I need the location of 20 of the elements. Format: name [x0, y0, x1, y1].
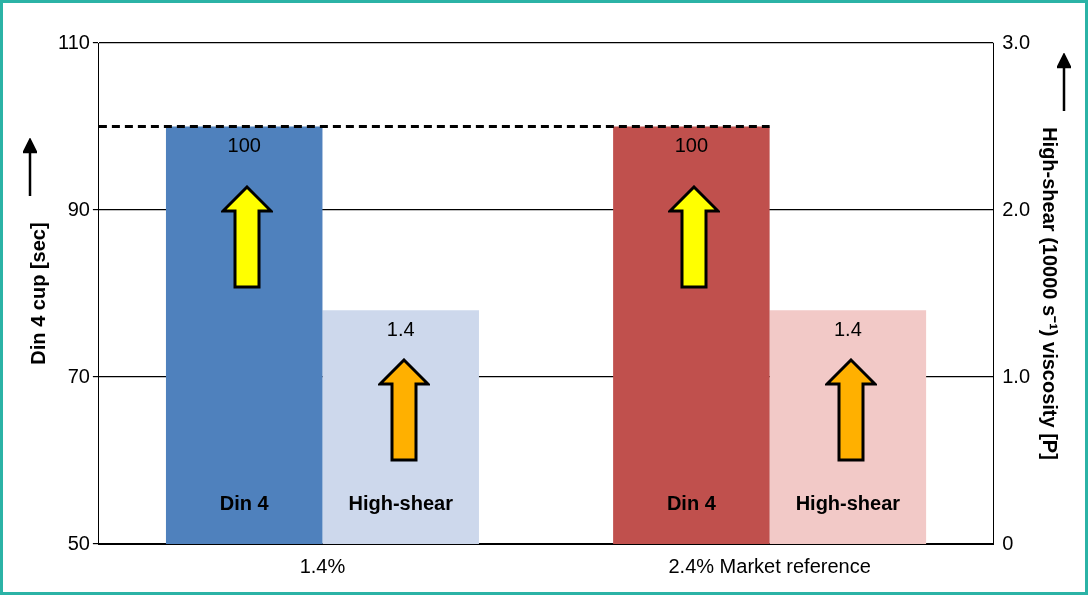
- x-tick-label: 1.4%: [299, 554, 346, 577]
- data-label: 1.4: [386, 317, 415, 340]
- data-label: 100: [227, 134, 261, 157]
- data-label: 100: [674, 134, 709, 157]
- x-tick-label: 2.4% Market reference: [668, 554, 871, 577]
- y-tick-label: 70: [67, 364, 90, 387]
- y2-tick-label: 0: [1002, 531, 1014, 554]
- y-tick-label: 110: [57, 30, 90, 53]
- y-tick-label: 90: [67, 197, 90, 220]
- series-label: Din 4: [219, 491, 270, 514]
- y2-tick-label: 1.0: [1002, 364, 1031, 387]
- data-label: 1.4: [833, 317, 862, 340]
- y-tick-label: 50: [67, 531, 90, 554]
- y-axis-title: Din 4 cup [sec]: [26, 222, 49, 365]
- text: High-shear: [348, 491, 453, 514]
- y2-axis-title: High-shear (10000 s⁻¹) viscosity [P]: [1039, 127, 1062, 460]
- series-label: High-shear: [795, 491, 901, 514]
- y2-tick-label: 3.0: [1002, 30, 1031, 53]
- y2-tick-label: 2.0: [1002, 197, 1031, 220]
- text: Din 4: [666, 491, 716, 514]
